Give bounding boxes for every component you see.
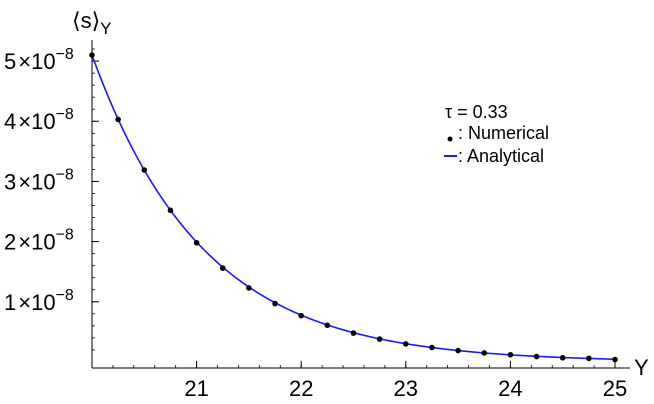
legend-numerical-marker: [447, 136, 453, 142]
x-tick-label: 21: [184, 376, 208, 401]
x-tick-label: 22: [289, 376, 313, 401]
numerical-points: [89, 52, 618, 363]
x-axis-label: Y: [634, 355, 649, 380]
data-point: [219, 265, 226, 271]
data-point: [403, 341, 409, 347]
x-tick-label: 23: [394, 376, 418, 401]
data-point: [298, 312, 305, 319]
legend: τ = 0.33 : Numerical : Analytical: [444, 102, 549, 166]
y-tick-label: 2×10−8: [4, 227, 74, 255]
analytical-curve: [91, 54, 616, 360]
x-ticks: 21 22 23 24 25: [91, 361, 627, 401]
y-axis-label-main: ⟨s⟩: [72, 8, 100, 33]
data-point: [350, 330, 357, 336]
data-point: [507, 351, 514, 358]
data-point: [376, 336, 383, 342]
y-tick-label: 1×10−8: [4, 287, 74, 315]
data-point: [481, 350, 488, 356]
data-point: [429, 344, 435, 351]
legend-parameter: τ = 0.33: [445, 102, 508, 122]
data-point: [167, 207, 174, 214]
data-point: [455, 347, 461, 354]
data-point: [246, 285, 252, 291]
legend-numerical-label: : Numerical: [458, 123, 549, 143]
data-point: [115, 116, 121, 123]
y-tick-label: 4×10−8: [4, 106, 74, 134]
y-tick-label: 3×10−8: [4, 166, 74, 194]
data-point: [141, 167, 148, 173]
data-point: [586, 355, 592, 362]
y-ticks: 1×10−8 2×10−8 3×10−8 4×10−8 5×10−8: [4, 46, 99, 351]
legend-analytical-label: : Analytical: [458, 146, 544, 166]
x-tick-label: 25: [603, 376, 627, 401]
y-axis-label-subscript: Y: [100, 19, 111, 38]
data-point: [559, 354, 566, 361]
y-tick-label: 5×10−8: [4, 46, 74, 74]
data-point: [193, 240, 200, 246]
data-point: [612, 356, 618, 363]
data-point: [89, 52, 95, 58]
data-point: [533, 353, 540, 360]
data-point: [324, 322, 331, 329]
x-tick-label: 24: [498, 376, 522, 401]
data-point: [272, 300, 278, 307]
y-axis-label: ⟨s⟩Y: [72, 8, 112, 38]
